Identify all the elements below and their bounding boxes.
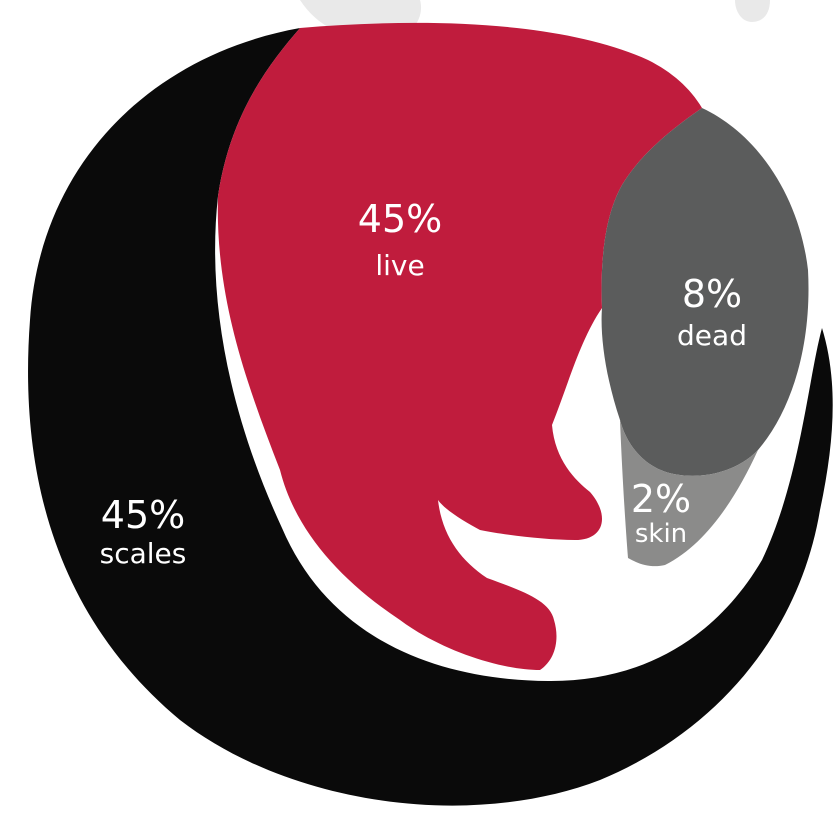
pie-segment-scales xyxy=(28,28,833,806)
data-label-scales-value: 45% xyxy=(101,493,185,537)
data-label-skin-value: 2% xyxy=(631,477,691,521)
background-smudge xyxy=(735,0,770,22)
pie-segment-skin xyxy=(620,420,758,567)
data-label-dead-value: 8% xyxy=(682,272,742,316)
data-label-live-value: 45% xyxy=(358,197,442,241)
data-label-scales-name: scales xyxy=(100,537,187,570)
pie-segment-dead xyxy=(601,108,809,476)
data-label-live-name: live xyxy=(375,249,424,282)
data-label-dead-name: dead xyxy=(677,319,747,352)
data-label-skin-name: skin xyxy=(635,519,687,549)
pie-segment-live xyxy=(217,22,702,671)
